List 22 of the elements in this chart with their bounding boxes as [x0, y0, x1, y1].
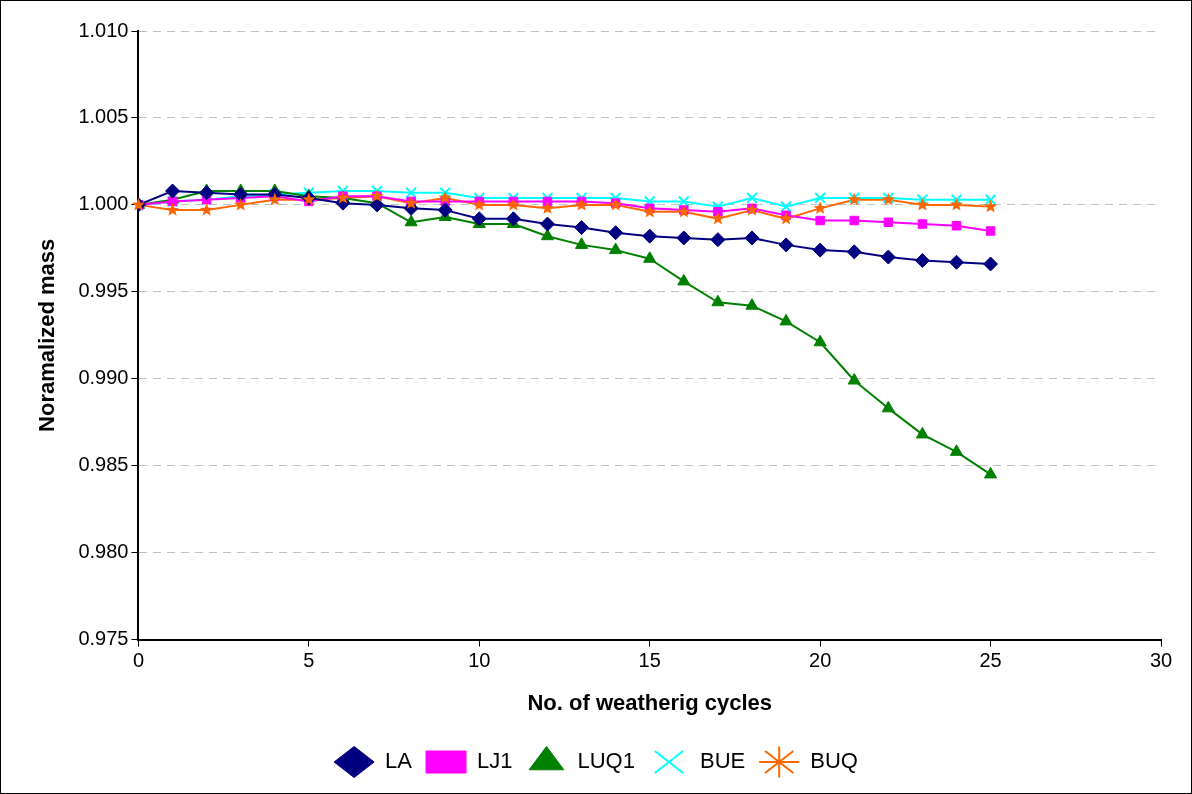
x-tick-label: 25 [979, 649, 1002, 672]
x-tick-label: 5 [303, 649, 315, 672]
y-tick-label: 0.995 [78, 279, 129, 302]
y-tick-label: 0.985 [78, 453, 129, 476]
legend-label: BUE [699, 748, 746, 774]
y-tick-label: 0.975 [78, 627, 129, 650]
legend-label: LA [385, 748, 413, 774]
y-tick-label: 1.005 [78, 105, 129, 128]
x-tick-label: 20 [809, 649, 832, 672]
legend-label: LJ1 [477, 748, 513, 774]
legend-label: BUQ [810, 748, 858, 774]
x-tick-label: 0 [132, 649, 145, 672]
x-tick-label: 15 [638, 649, 661, 672]
legend-label: LUQ1 [577, 748, 635, 774]
y-tick-label: 0.980 [78, 540, 129, 563]
y-tick-label: 1.010 [78, 18, 129, 41]
y-tick-label: 0.990 [78, 366, 129, 389]
y-tick-label: 1.000 [78, 192, 129, 215]
x-tick-label: 10 [468, 649, 491, 672]
y-axis-title: Noramalized mass [34, 238, 60, 432]
x-axis-title: No. of weatherig cycles [527, 689, 772, 715]
x-tick-label: 30 [1149, 649, 1173, 672]
